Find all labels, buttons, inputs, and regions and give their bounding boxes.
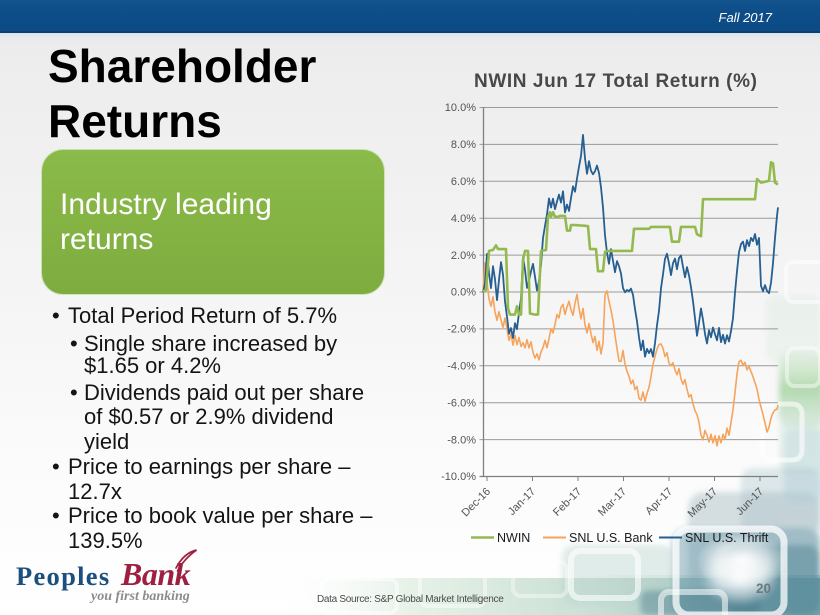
svg-text:Jun-17: Jun-17 xyxy=(734,486,766,518)
svg-text:SNL U.S. Bank: SNL U.S. Bank xyxy=(569,531,653,545)
svg-text:Mar-17: Mar-17 xyxy=(596,486,629,519)
svg-text:Dec-16: Dec-16 xyxy=(460,486,494,520)
svg-text:-10.0%: -10.0% xyxy=(441,471,476,483)
svg-text:4.0%: 4.0% xyxy=(451,213,476,225)
svg-text:Feb-17: Feb-17 xyxy=(551,486,584,519)
svg-text:6.0%: 6.0% xyxy=(451,176,476,188)
svg-text:Jan-17: Jan-17 xyxy=(506,486,538,518)
svg-text:-8.0%: -8.0% xyxy=(447,435,476,447)
svg-text:0.0%: 0.0% xyxy=(451,287,476,299)
svg-text:-6.0%: -6.0% xyxy=(447,398,476,410)
svg-text:Apr-17: Apr-17 xyxy=(643,486,675,518)
svg-text:NWIN: NWIN xyxy=(497,531,530,545)
svg-text:8.0%: 8.0% xyxy=(451,139,476,151)
svg-text:10.0%: 10.0% xyxy=(445,102,476,114)
svg-text:you first banking: you first banking xyxy=(89,589,190,604)
svg-text:May-17: May-17 xyxy=(686,486,720,520)
svg-text:Peoples: Peoples xyxy=(16,561,110,591)
svg-text:-2.0%: -2.0% xyxy=(447,324,476,336)
svg-text:SNL U.S. Thrift: SNL U.S. Thrift xyxy=(685,531,769,545)
svg-text:-4.0%: -4.0% xyxy=(447,361,476,373)
svg-text:2.0%: 2.0% xyxy=(451,250,476,262)
